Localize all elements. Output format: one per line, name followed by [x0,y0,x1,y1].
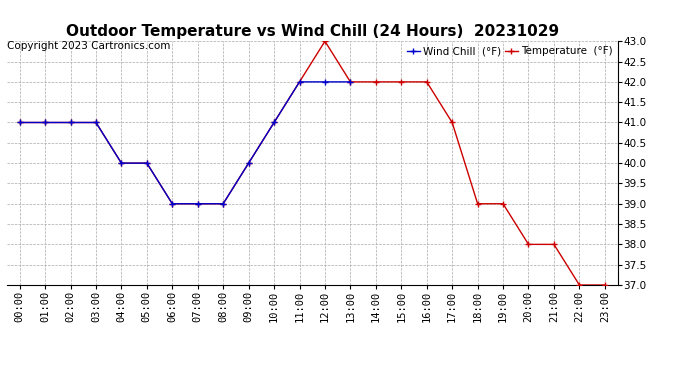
Legend: Wind Chill  (°F), Temperature  (°F): Wind Chill (°F), Temperature (°F) [407,46,612,57]
Title: Outdoor Temperature vs Wind Chill (24 Hours)  20231029: Outdoor Temperature vs Wind Chill (24 Ho… [66,24,559,39]
Text: Copyright 2023 Cartronics.com: Copyright 2023 Cartronics.com [7,41,170,51]
